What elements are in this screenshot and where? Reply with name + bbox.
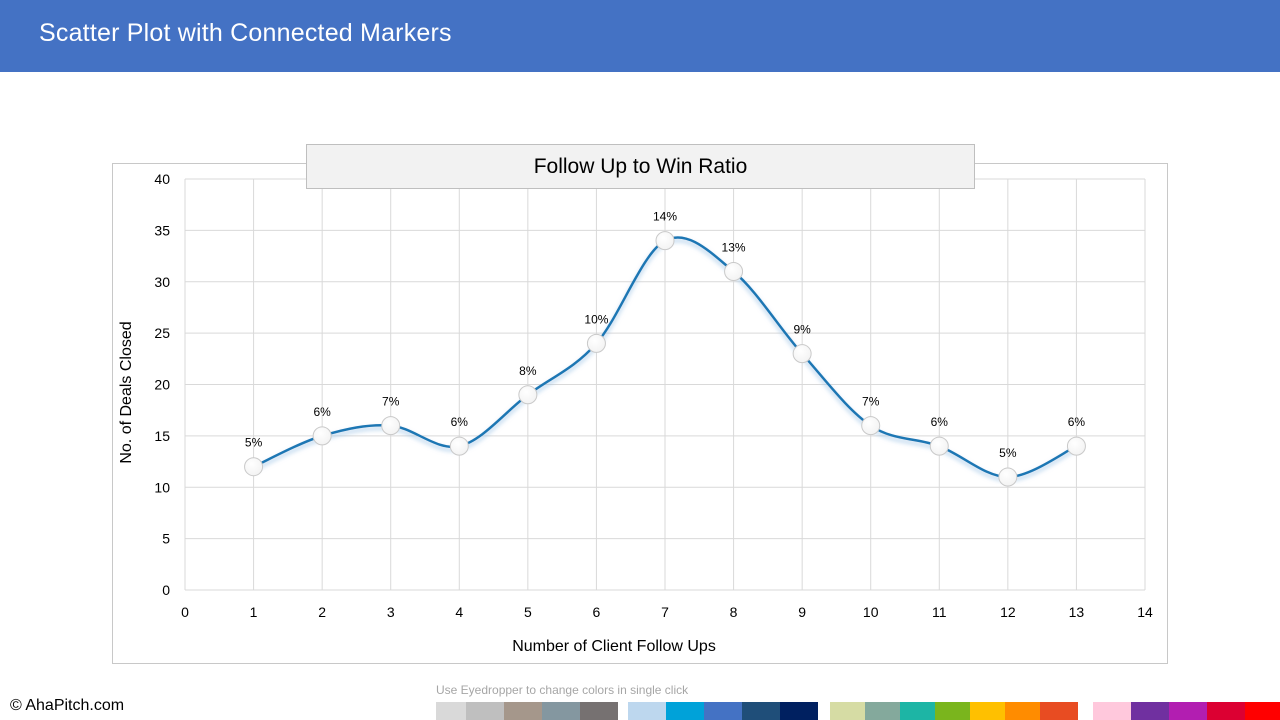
color-swatch[interactable] xyxy=(1040,702,1078,720)
chart-area xyxy=(112,163,1168,664)
data-point xyxy=(312,426,332,446)
y-tick-label: 30 xyxy=(154,274,170,290)
data-label: 5% xyxy=(999,446,1017,460)
y-axis-title: No. of Deals Closed xyxy=(118,321,135,463)
data-point xyxy=(1066,436,1086,456)
data-label: 5% xyxy=(245,436,263,450)
data-point xyxy=(861,416,881,436)
color-swatch[interactable] xyxy=(466,702,504,720)
color-swatch[interactable] xyxy=(1093,702,1131,720)
y-tick-label: 25 xyxy=(154,325,170,341)
x-tick-label: 10 xyxy=(863,604,879,620)
x-tick-label: 9 xyxy=(798,604,806,620)
y-tick-label: 15 xyxy=(154,428,170,444)
color-swatch[interactable] xyxy=(580,702,618,720)
color-swatch[interactable] xyxy=(504,702,542,720)
data-label: 7% xyxy=(382,395,400,409)
data-label: 9% xyxy=(793,323,811,337)
color-swatch[interactable] xyxy=(935,702,970,720)
color-swatch[interactable] xyxy=(742,702,780,720)
x-tick-label: 13 xyxy=(1069,604,1085,620)
x-tick-label: 1 xyxy=(250,604,258,620)
data-point xyxy=(998,467,1018,487)
x-axis-title: Number of Client Follow Ups xyxy=(512,638,716,655)
x-tick-label: 5 xyxy=(524,604,532,620)
x-tick-label: 14 xyxy=(1137,604,1153,620)
data-point xyxy=(244,457,264,477)
color-swatch[interactable] xyxy=(628,702,666,720)
data-point xyxy=(929,436,949,456)
data-label: 6% xyxy=(931,415,949,429)
color-swatch[interactable] xyxy=(780,702,818,720)
data-label: 14% xyxy=(653,210,677,224)
color-swatch[interactable] xyxy=(1169,702,1207,720)
data-label: 10% xyxy=(584,312,608,326)
data-label: 6% xyxy=(1068,415,1086,429)
chart-title-box: Follow Up to Win Ratio xyxy=(306,144,975,189)
x-tick-label: 3 xyxy=(387,604,395,620)
data-label: 13% xyxy=(722,240,746,254)
data-point xyxy=(518,385,538,405)
color-swatch[interactable] xyxy=(1207,702,1245,720)
slide-title: Scatter Plot with Connected Markers xyxy=(39,19,452,47)
copyright-text: © AhaPitch.com xyxy=(10,697,125,714)
x-tick-label: 2 xyxy=(318,604,326,620)
x-tick-label: 11 xyxy=(932,604,947,620)
data-label: 7% xyxy=(862,395,880,409)
data-label: 8% xyxy=(519,364,537,378)
x-tick-label: 12 xyxy=(1000,604,1016,620)
header-bar: Scatter Plot with Connected Markers xyxy=(0,0,1280,72)
color-swatch-group-blues xyxy=(628,702,818,720)
color-swatch[interactable] xyxy=(830,702,865,720)
x-tick-label: 7 xyxy=(661,604,669,620)
x-tick-label: 8 xyxy=(730,604,738,620)
color-swatch[interactable] xyxy=(900,702,935,720)
color-swatch[interactable] xyxy=(704,702,742,720)
chart-title: Follow Up to Win Ratio xyxy=(533,154,748,178)
color-swatch[interactable] xyxy=(666,702,704,720)
data-label: 6% xyxy=(451,415,469,429)
data-label: 6% xyxy=(313,405,331,419)
color-swatch[interactable] xyxy=(1245,702,1280,720)
data-point xyxy=(586,333,606,353)
eyedropper-hint: Use Eyedropper to change colors in singl… xyxy=(436,683,689,697)
y-tick-label: 20 xyxy=(154,377,170,393)
x-tick-label: 0 xyxy=(181,604,189,620)
data-point xyxy=(381,416,401,436)
color-swatch-group-reds xyxy=(1093,702,1280,720)
color-swatch[interactable] xyxy=(542,702,580,720)
y-tick-label: 0 xyxy=(162,582,170,598)
color-swatch-group-grays xyxy=(436,702,618,720)
color-swatch[interactable] xyxy=(1005,702,1040,720)
y-tick-label: 5 xyxy=(162,531,170,547)
data-point xyxy=(724,261,744,281)
color-swatch-group-warm xyxy=(830,702,1078,720)
color-swatch[interactable] xyxy=(436,702,466,720)
color-swatch[interactable] xyxy=(970,702,1005,720)
x-tick-label: 4 xyxy=(455,604,463,620)
data-point xyxy=(449,436,469,456)
y-tick-label: 40 xyxy=(154,171,170,187)
color-swatch[interactable] xyxy=(1131,702,1169,720)
color-swatch[interactable] xyxy=(865,702,900,720)
data-point xyxy=(792,344,812,364)
data-point xyxy=(655,231,675,251)
y-tick-label: 10 xyxy=(154,479,170,495)
x-tick-label: 6 xyxy=(593,604,601,620)
y-tick-label: 35 xyxy=(154,222,170,238)
